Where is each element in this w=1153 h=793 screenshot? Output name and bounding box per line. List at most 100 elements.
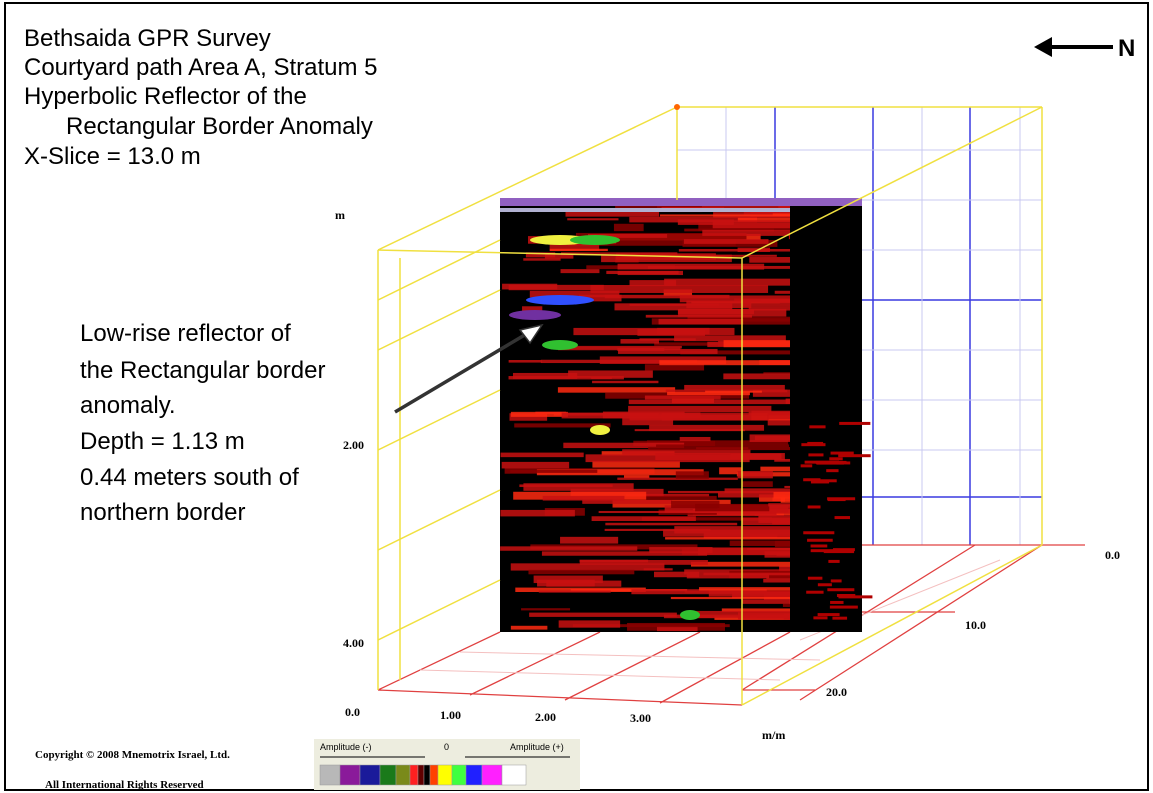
radar-streak bbox=[774, 290, 790, 294]
radar-reflector bbox=[570, 235, 620, 245]
colorbar-swatch bbox=[501, 764, 527, 786]
radar-streak bbox=[604, 528, 711, 531]
colorbar-swatches bbox=[319, 764, 527, 786]
radar-streak bbox=[723, 373, 790, 380]
radar-band bbox=[500, 198, 862, 206]
radar-streak bbox=[514, 423, 611, 428]
radar-streak bbox=[549, 243, 600, 251]
radar-streak bbox=[712, 220, 790, 229]
radar-streak bbox=[723, 340, 790, 348]
radar-streak bbox=[641, 517, 772, 521]
annotation-line: northern border bbox=[80, 499, 245, 526]
radar-streak bbox=[557, 387, 676, 393]
radar-streak bbox=[510, 563, 665, 571]
copyright: Copyright © 2008 Mnemotrix Israel, Ltd. bbox=[35, 749, 230, 761]
radar-streak bbox=[717, 492, 790, 498]
radar-streak bbox=[695, 503, 770, 512]
radar-streak bbox=[809, 425, 826, 429]
radar-streak bbox=[510, 469, 598, 473]
radar-streak bbox=[827, 588, 855, 592]
colorbar-swatch bbox=[395, 764, 411, 786]
radar-streak bbox=[538, 590, 611, 593]
radar-streak bbox=[749, 257, 790, 263]
radar-streak bbox=[772, 213, 790, 217]
x-tick: 0.0 bbox=[345, 705, 360, 719]
radar-streak bbox=[533, 575, 603, 584]
radar-streak bbox=[807, 505, 821, 509]
radar-streak bbox=[826, 469, 839, 473]
radar-streak bbox=[749, 434, 790, 442]
radar-streak bbox=[592, 380, 659, 384]
radar-streak bbox=[827, 497, 856, 501]
radar-streak bbox=[721, 608, 790, 612]
radar-streak bbox=[537, 579, 595, 587]
radar-streak bbox=[500, 546, 638, 551]
radar-streak bbox=[617, 347, 665, 351]
depth-tick: 4.00 bbox=[343, 636, 364, 650]
radar-streak bbox=[670, 596, 790, 600]
radar-streak bbox=[783, 613, 790, 620]
radar-streak bbox=[628, 405, 772, 413]
depth-tick: 2.00 bbox=[343, 438, 364, 452]
radar-streak bbox=[810, 544, 828, 548]
radar-streak bbox=[760, 466, 790, 472]
radar-streak bbox=[585, 454, 750, 463]
radar-streak bbox=[747, 547, 790, 551]
radar-streak bbox=[544, 253, 574, 259]
radar-streak bbox=[500, 452, 584, 458]
radar-streak bbox=[773, 492, 790, 499]
radar-streak bbox=[565, 208, 660, 217]
radar-streak bbox=[830, 600, 844, 604]
radar-streak bbox=[613, 223, 644, 232]
radar-streak bbox=[542, 495, 625, 501]
radar-streak bbox=[748, 411, 790, 416]
x-tick: 3.00 bbox=[630, 711, 651, 725]
radar-streak bbox=[703, 572, 790, 576]
annotation-line: Low-rise reflector of bbox=[80, 320, 291, 347]
radar-streak bbox=[782, 603, 790, 607]
radar-streak bbox=[578, 294, 622, 302]
north-arrowhead bbox=[1034, 37, 1052, 57]
radar-streak bbox=[560, 536, 619, 544]
radar-streak bbox=[675, 471, 709, 479]
radar-streak bbox=[719, 467, 742, 475]
radar-streak bbox=[541, 551, 708, 556]
radar-streak bbox=[810, 549, 846, 553]
radar-streak bbox=[523, 483, 634, 491]
radar-streak bbox=[625, 493, 710, 498]
colorbar-swatch bbox=[417, 764, 425, 786]
radar-streak bbox=[614, 303, 733, 311]
radar-streak bbox=[829, 457, 843, 461]
colorbar-swatch bbox=[409, 764, 419, 786]
radar-streak bbox=[667, 391, 750, 396]
radar-streak bbox=[817, 613, 840, 617]
colorbar-swatch bbox=[465, 764, 483, 786]
colorbar-swatch bbox=[319, 764, 341, 786]
radar-streak bbox=[784, 485, 790, 488]
radar-streak bbox=[774, 458, 790, 462]
radar-streak bbox=[741, 481, 773, 487]
radar-streak bbox=[807, 441, 824, 445]
radar-streak bbox=[839, 421, 871, 425]
radar-streak bbox=[525, 252, 556, 258]
radar-reflector bbox=[509, 310, 561, 320]
radar-streak bbox=[634, 429, 746, 432]
radar-streak bbox=[683, 239, 769, 244]
title-line: Hyperbolic Reflector of the bbox=[24, 83, 307, 110]
radar-streak bbox=[644, 395, 721, 400]
radar-streak bbox=[522, 306, 543, 312]
radar-streak bbox=[737, 612, 790, 620]
x-tick: 2.00 bbox=[535, 710, 556, 724]
radar-streak bbox=[806, 590, 824, 594]
radar-streak bbox=[698, 547, 790, 556]
radar-streak bbox=[817, 583, 832, 587]
radar-streak bbox=[512, 372, 578, 379]
box-frame bbox=[377, 106, 1043, 706]
colorbar-swatch bbox=[359, 764, 381, 786]
radar-streak bbox=[639, 338, 696, 341]
radar-streak bbox=[637, 329, 706, 336]
radar-streak bbox=[592, 460, 680, 468]
radar-streak bbox=[567, 218, 619, 221]
radar-streak bbox=[684, 384, 785, 391]
